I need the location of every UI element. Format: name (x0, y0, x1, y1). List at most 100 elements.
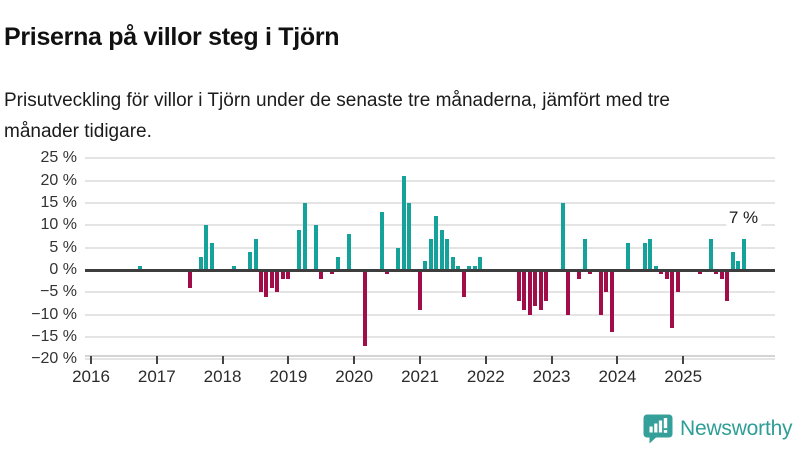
x-axis-tick (484, 356, 487, 364)
negative-bar (719, 270, 724, 279)
negative-bar (670, 270, 675, 328)
latest-value-label: 7 % (725, 207, 762, 228)
x-axis-tick (682, 356, 685, 364)
positive-bar (346, 234, 351, 270)
negative-bar (714, 270, 719, 275)
y-axis-tick-label: −10 % (31, 305, 77, 323)
negative-bar (275, 270, 280, 293)
gridline (85, 358, 775, 361)
x-axis-tick-label: 2019 (269, 367, 308, 386)
gridline (85, 157, 775, 160)
positive-bar (708, 238, 713, 270)
x-axis-tick (419, 356, 421, 364)
y-axis-tick-label: 5 % (49, 238, 77, 256)
newsworthy-bubble-chart-icon (643, 413, 673, 444)
negative-bar (522, 270, 527, 311)
gridline (85, 291, 775, 294)
x-axis-tick-label: 2025 (664, 367, 703, 386)
positive-bar (231, 265, 236, 270)
gridline (85, 335, 775, 338)
zero-axis-line (85, 269, 775, 272)
negative-bar (659, 270, 664, 275)
y-axis-tick-label: −5 % (40, 283, 77, 301)
negative-bar (675, 270, 680, 293)
x-axis-line (85, 355, 775, 357)
y-axis-tick-label: 25 % (40, 149, 77, 167)
x-axis-tick-label: 2023 (532, 367, 571, 386)
positive-bar (313, 225, 318, 270)
negative-bar (461, 270, 466, 297)
positive-bar (472, 265, 477, 270)
newsworthy-logo[interactable]: Newsworthy (643, 413, 793, 444)
page-title: Priserna på villor steg i Tjörn (4, 22, 340, 51)
positive-bar (401, 176, 406, 270)
x-axis-tick (155, 356, 158, 364)
negative-bar (664, 270, 669, 279)
negative-bar (527, 270, 532, 315)
negative-bar (544, 270, 549, 302)
negative-bar (604, 270, 609, 293)
y-axis-tick-label: 0 % (49, 261, 77, 278)
x-axis-tick (550, 356, 553, 364)
negative-bar (587, 270, 592, 275)
x-axis-tick-label: 2017 (137, 367, 176, 386)
negative-bar (280, 270, 285, 279)
negative-bar (269, 270, 274, 288)
positive-bar (439, 229, 444, 270)
positive-bar (736, 261, 741, 270)
x-axis-tick-label: 2020 (335, 367, 374, 386)
positive-bar (423, 261, 428, 270)
positive-bar (450, 256, 455, 270)
positive-bar (653, 265, 658, 270)
positive-bar (582, 238, 587, 270)
negative-bar (577, 270, 582, 279)
negative-bar (319, 270, 324, 279)
negative-bar (566, 270, 571, 315)
negative-bar (330, 270, 335, 275)
positive-bar (648, 238, 653, 270)
x-axis-tick-label: 2021 (401, 367, 439, 386)
negative-bar (598, 270, 603, 315)
gridline (85, 224, 775, 227)
y-axis-tick-label: 10 % (40, 216, 77, 234)
negative-bar (363, 270, 368, 346)
positive-bar (335, 256, 340, 270)
gridline (85, 313, 775, 316)
positive-bar (253, 238, 258, 270)
y-axis-tick-label: −15 % (31, 327, 77, 345)
y-axis-tick-label: 15 % (40, 194, 77, 212)
x-axis-tick-label: 2016 (72, 367, 110, 386)
x-axis-tick (90, 356, 92, 364)
y-axis-tick-label: 20 % (40, 171, 77, 189)
negative-bar (516, 270, 521, 302)
positive-bar (456, 265, 461, 270)
negative-bar (533, 270, 538, 306)
positive-bar (434, 216, 439, 270)
positive-bar (730, 252, 735, 270)
x-axis-tick (287, 356, 290, 364)
positive-bar (626, 243, 631, 270)
negative-bar (258, 270, 263, 293)
positive-bar (198, 256, 203, 270)
x-axis-tick (221, 356, 224, 364)
x-axis-tick (353, 356, 356, 364)
negative-bar (286, 270, 291, 279)
positive-bar (138, 265, 143, 270)
positive-bar (642, 243, 647, 270)
negative-bar (264, 270, 269, 297)
positive-bar (297, 229, 302, 270)
x-axis-tick-label: 2022 (466, 367, 505, 386)
gridline (85, 202, 775, 205)
negative-bar (187, 270, 192, 288)
positive-bar (379, 211, 384, 270)
positive-bar (467, 265, 472, 270)
positive-bar (248, 252, 253, 270)
negative-bar (385, 270, 390, 275)
negative-bar (725, 270, 730, 302)
x-axis-tick (616, 356, 619, 364)
negative-bar (697, 270, 702, 275)
negative-bar (538, 270, 543, 311)
negative-bar (418, 270, 422, 311)
positive-bar (560, 203, 565, 270)
